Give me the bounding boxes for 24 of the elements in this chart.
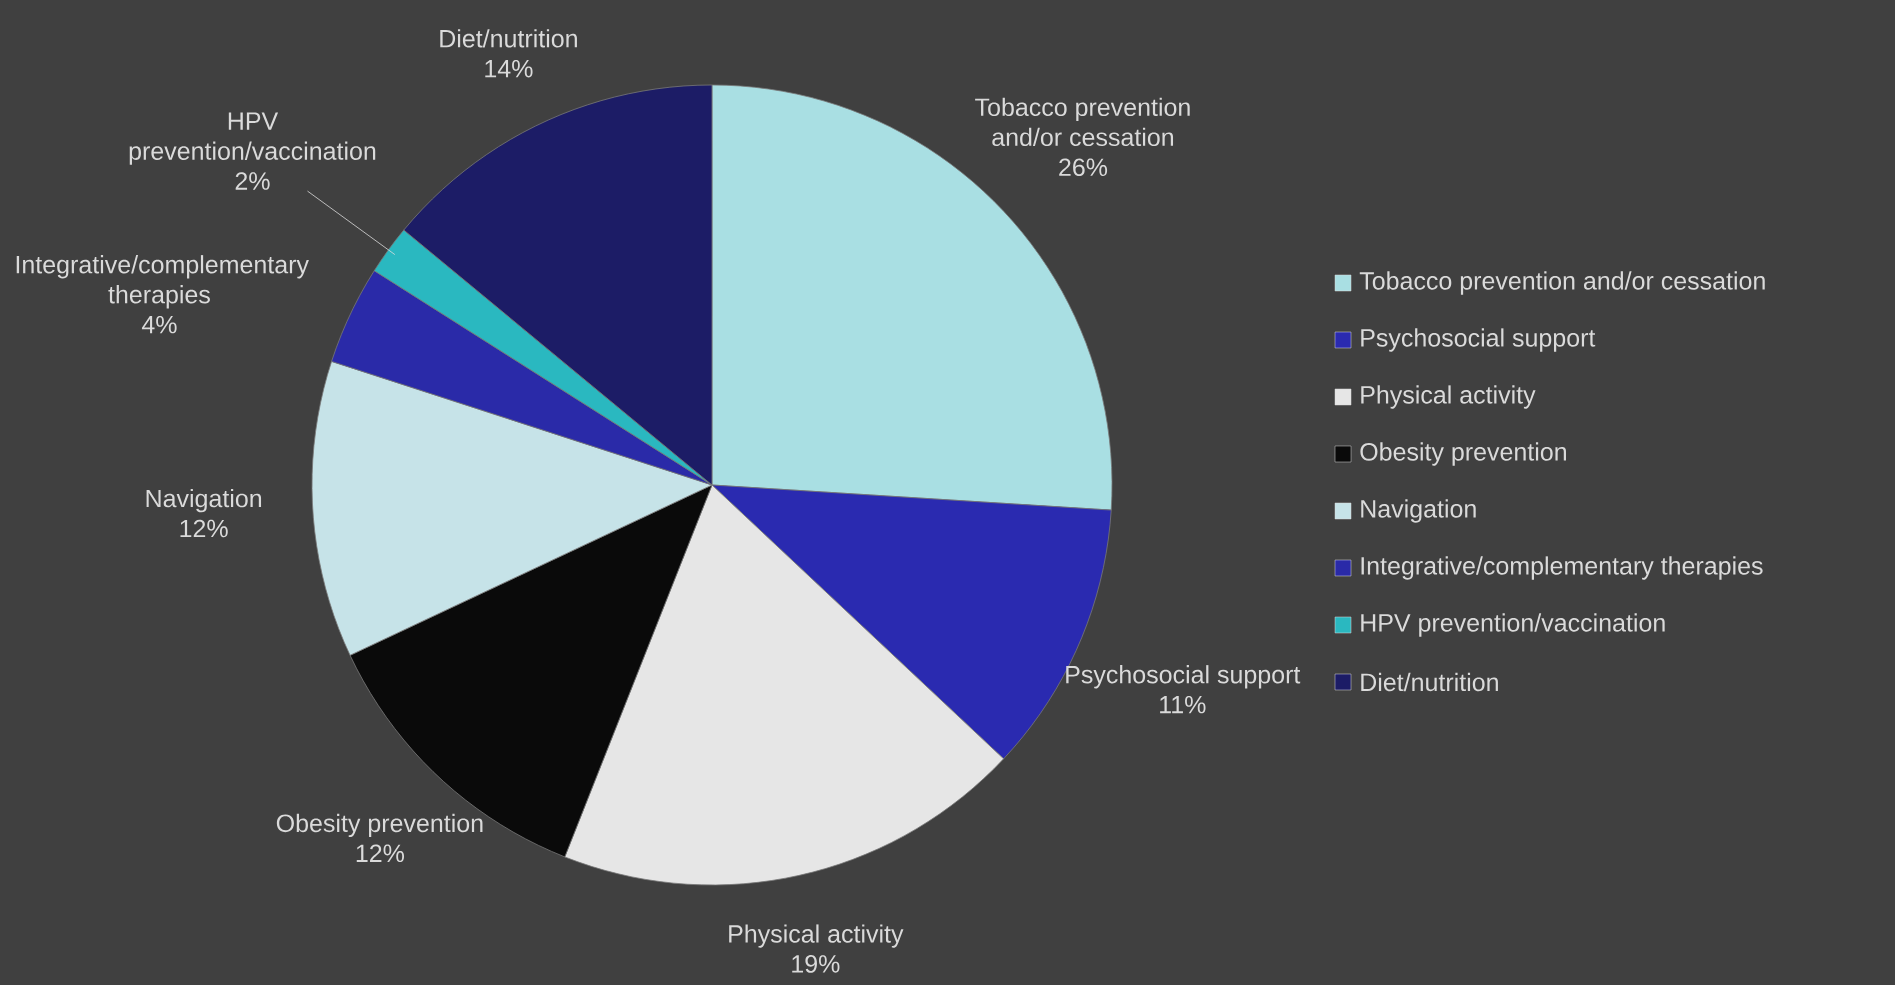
- slice-label: Obesity prevention: [276, 813, 483, 838]
- legend-label: Diet/nutrition: [1361, 672, 1498, 692]
- legend-label: Obesity prevention: [1360, 442, 1566, 466]
- slice-label: Navigation: [146, 488, 262, 513]
- data-label: 4%: [141, 315, 177, 334]
- data-label: 19%: [792, 955, 840, 973]
- legend-label: HPV prevention/vaccination: [1361, 613, 1665, 637]
- data-label: 26%: [1059, 158, 1108, 177]
- data-label: 12%: [180, 519, 228, 538]
- slice-label: Tobacco prevention and/or cessation: [975, 97, 1190, 147]
- slice-label: Psychosocial support: [1066, 665, 1301, 689]
- legend-label: Physical activity: [1361, 385, 1536, 409]
- legend-label: Integrative/complementary therapies: [1361, 556, 1763, 580]
- data-label: 11%: [1160, 695, 1206, 714]
- slice-label: Diet/nutrition: [440, 29, 577, 48]
- slice-label: HPV prevention/vaccination: [129, 112, 376, 165]
- data-label: 14%: [485, 59, 533, 78]
- legend-label: Tobacco prevention and/or cessation: [1359, 271, 1765, 295]
- legend-label: Navigation: [1361, 499, 1476, 523]
- data-label: 12%: [356, 844, 405, 863]
- slice-label: Integrative/complementary therapies: [16, 255, 309, 309]
- legend-label: Psychosocial support: [1361, 328, 1596, 352]
- data-label: 2%: [235, 172, 270, 190]
- slice-label: Physical activity: [729, 924, 904, 948]
